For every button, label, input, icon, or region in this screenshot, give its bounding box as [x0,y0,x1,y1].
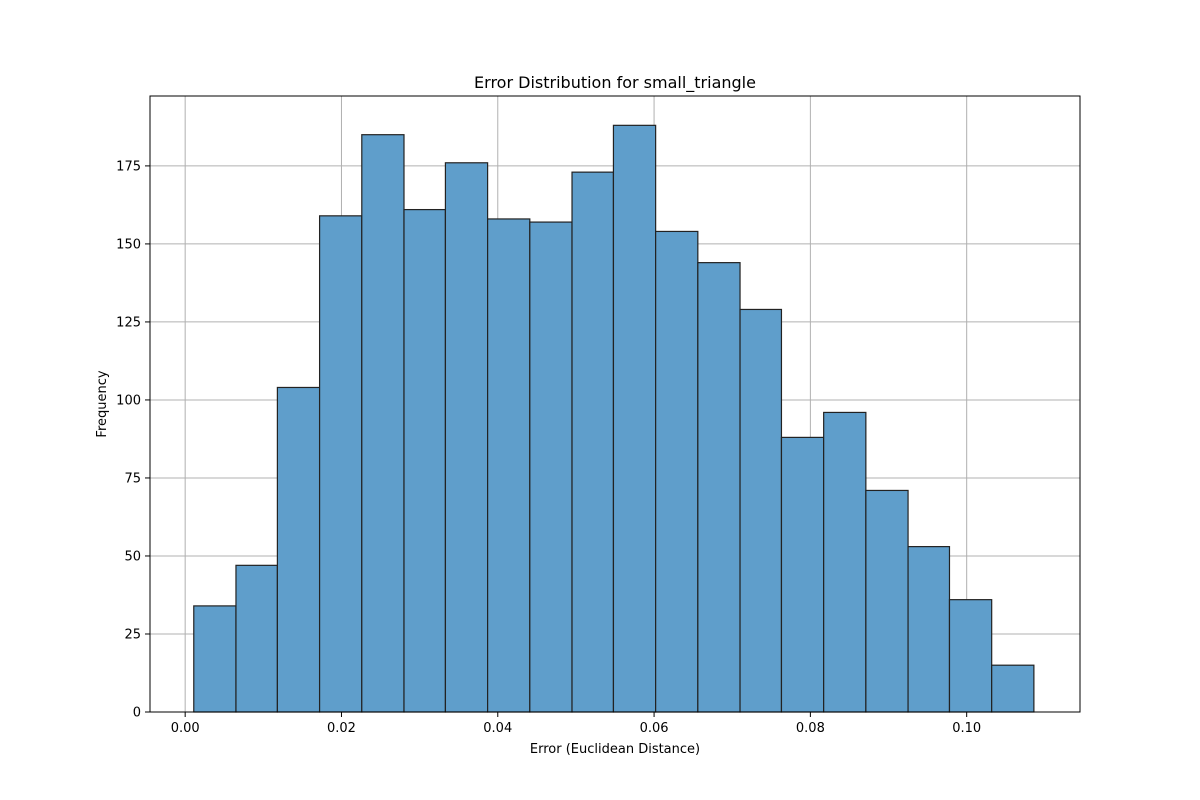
histogram-bar [697,262,741,713]
x-tick-label: 0.08 [796,721,825,736]
x-tick-label: 0.00 [171,721,200,736]
histogram-bar [361,134,405,713]
y-axis: 0 25 50 75 100 125 150 175 [116,159,150,721]
histogram-bar [318,215,363,713]
histogram-bar [948,599,993,713]
histogram-bar [193,605,237,713]
x-tick-label: 0.10 [952,721,981,736]
y-tick-label: 50 [124,549,141,564]
histogram-bar [991,664,1035,713]
histogram-bar [487,218,531,713]
y-axis-label: Frequency [95,370,110,437]
x-tick-label: 0.02 [327,721,356,736]
y-tick-label: 100 [116,393,141,408]
y-tick-label: 75 [124,471,141,486]
histogram-bar [612,124,657,713]
bars [193,124,1035,713]
histogram-bar [276,386,321,713]
histogram-bar [780,436,825,713]
y-tick-label: 0 [133,706,141,721]
chart-title: Error Distribution for small_triangle [474,73,756,93]
histogram-bar [444,162,489,713]
y-tick-label: 25 [124,627,141,642]
histogram-bar [823,411,867,713]
histogram-bar [571,171,615,713]
x-axis-label: Error (Euclidean Distance) [530,742,700,757]
y-tick-label: 125 [116,315,141,330]
histogram-bar [403,208,447,713]
plot-area-frame [149,95,1081,713]
histogram-bar [907,546,951,713]
histogram-bar [529,221,573,713]
x-axis: 0.00 0.02 0.04 0.06 0.08 0.10 [171,712,981,736]
histogram-bar [655,230,699,713]
y-tick-label: 150 [116,237,141,252]
histogram-bar [235,564,278,713]
histogram-bar [865,489,909,713]
histogram-bar [739,308,783,713]
x-tick-label: 0.04 [483,721,512,736]
y-tick-label: 175 [116,159,141,174]
x-tick-label: 0.06 [640,721,669,736]
